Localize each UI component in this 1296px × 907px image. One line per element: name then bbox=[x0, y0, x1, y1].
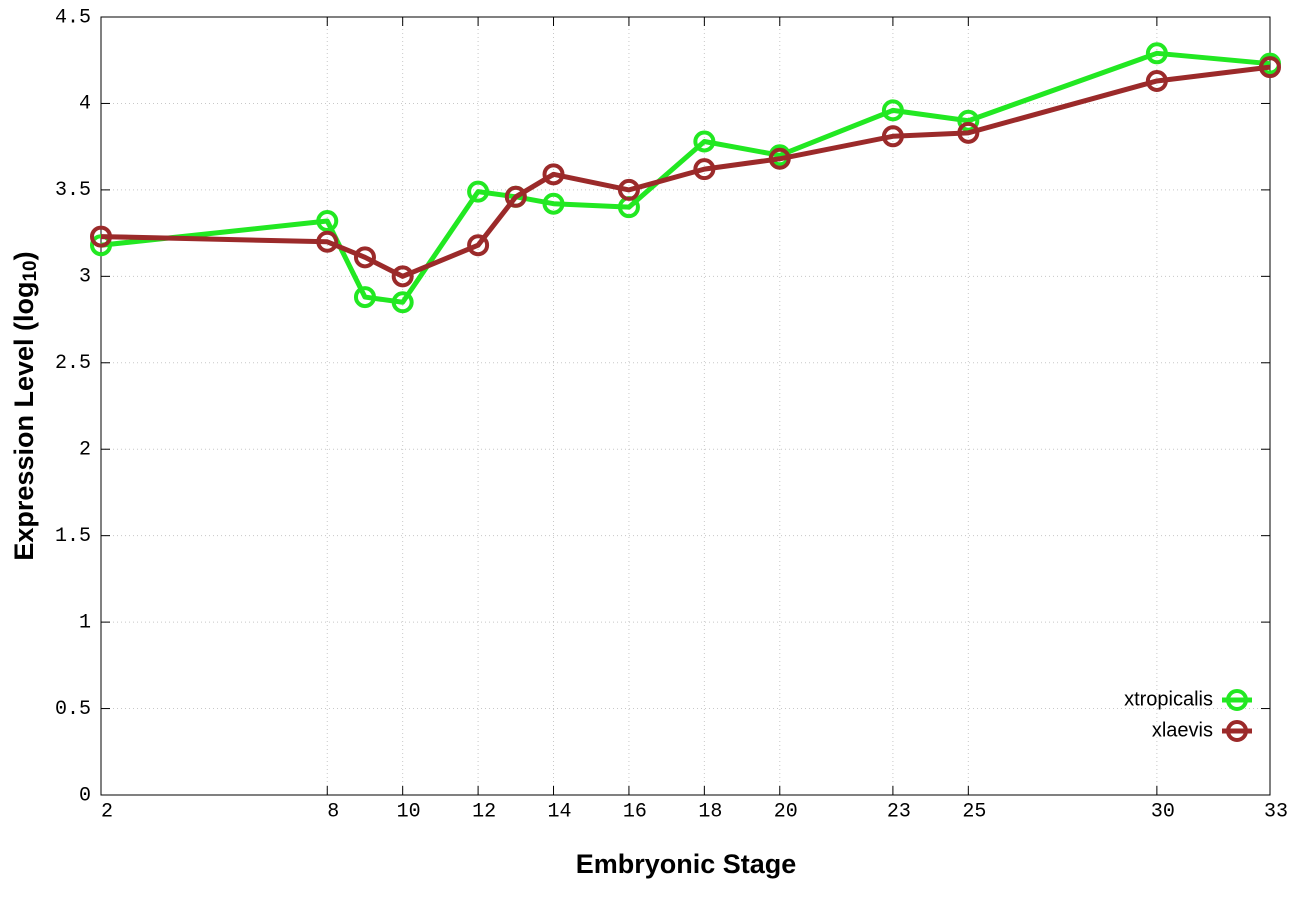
y-axis-label-main: Expression Level (log bbox=[9, 282, 39, 561]
x-tick-label: 12 bbox=[472, 800, 496, 823]
legend-label: xtropicalis bbox=[1124, 688, 1213, 710]
point-marker bbox=[391, 265, 414, 288]
y-tick-label: 3 bbox=[79, 266, 91, 289]
x-tick-label: 2 bbox=[101, 800, 113, 823]
x-tick-label: 16 bbox=[623, 800, 647, 823]
y-tick-label: 1.5 bbox=[55, 525, 91, 548]
point-marker bbox=[542, 163, 565, 186]
x-tick-label: 10 bbox=[397, 800, 421, 823]
point-marker bbox=[542, 192, 565, 215]
x-axis-label: Embryonic Stage bbox=[576, 849, 797, 879]
y-tick-label: 4.5 bbox=[55, 6, 91, 29]
y-tick-label: 0.5 bbox=[55, 698, 91, 721]
x-tick-label: 20 bbox=[774, 800, 798, 823]
legend-marker bbox=[1226, 720, 1248, 742]
point-marker bbox=[391, 291, 414, 314]
plot-frame bbox=[100, 16, 1271, 796]
y-tick-label: 2.5 bbox=[55, 352, 91, 375]
point-marker bbox=[881, 125, 904, 148]
point-marker bbox=[90, 225, 112, 248]
y-axis-label-end: ) bbox=[9, 251, 39, 260]
point-marker bbox=[90, 234, 112, 257]
y-tick-label: 2 bbox=[79, 439, 91, 462]
point-marker bbox=[467, 180, 490, 203]
x-tick-label: 33 bbox=[1264, 800, 1288, 823]
point-marker bbox=[693, 158, 716, 181]
point-marker bbox=[353, 286, 376, 309]
point-marker bbox=[693, 130, 716, 153]
legend-marker bbox=[1226, 689, 1248, 711]
y-tick-label: 3.5 bbox=[55, 179, 91, 202]
point-marker bbox=[957, 109, 980, 132]
y-tick-label: 1 bbox=[79, 611, 91, 634]
x-tick-label: 25 bbox=[962, 800, 986, 823]
point-marker bbox=[353, 246, 376, 269]
x-tick-label: 8 bbox=[327, 800, 339, 823]
point-marker bbox=[957, 121, 980, 144]
legend-label: xlaevis bbox=[1152, 719, 1213, 741]
x-tick-label: 18 bbox=[698, 800, 722, 823]
point-marker bbox=[768, 147, 791, 170]
point-marker bbox=[1145, 69, 1168, 92]
point-marker bbox=[316, 210, 339, 233]
y-tick-label: 4 bbox=[79, 93, 91, 116]
point-marker bbox=[1259, 56, 1281, 79]
y-tick-label: 0 bbox=[79, 784, 91, 807]
series-line bbox=[100, 50, 1271, 305]
point-marker bbox=[881, 99, 904, 122]
series-line bbox=[100, 64, 1271, 279]
point-marker bbox=[1145, 42, 1168, 65]
point-marker bbox=[467, 234, 490, 257]
y-axis-label-sub: 10 bbox=[20, 260, 41, 281]
point-marker bbox=[617, 178, 640, 201]
x-tick-label: 30 bbox=[1151, 800, 1175, 823]
x-tick-label: 23 bbox=[887, 800, 911, 823]
point-marker bbox=[504, 185, 527, 208]
y-axis-label: Expression Level (log10) bbox=[9, 251, 41, 560]
x-tick-label: 14 bbox=[548, 800, 572, 823]
point-marker bbox=[316, 230, 339, 253]
